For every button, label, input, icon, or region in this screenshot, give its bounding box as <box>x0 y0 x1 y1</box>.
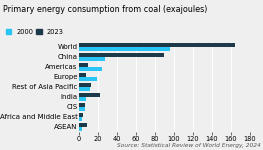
Bar <box>79 87 90 91</box>
Bar <box>79 77 97 81</box>
Bar <box>79 83 91 87</box>
Bar <box>79 97 85 101</box>
Legend: 2000, 2023: 2000, 2023 <box>6 29 64 35</box>
Bar <box>79 67 102 71</box>
Bar <box>79 53 164 57</box>
Bar <box>79 103 85 107</box>
Bar <box>79 57 105 61</box>
Bar <box>79 117 82 121</box>
Bar <box>79 73 85 77</box>
Bar <box>79 47 170 51</box>
Text: Source: Statistical Review of World Energy, 2024: Source: Statistical Review of World Ener… <box>117 144 260 148</box>
Bar <box>79 107 85 111</box>
Bar <box>79 123 87 127</box>
Bar <box>79 127 82 131</box>
Bar <box>79 43 235 47</box>
Bar <box>79 63 88 67</box>
Bar <box>79 113 83 117</box>
Text: Primary energy consumption from coal (exajoules): Primary energy consumption from coal (ex… <box>3 4 207 14</box>
Bar <box>79 93 100 97</box>
